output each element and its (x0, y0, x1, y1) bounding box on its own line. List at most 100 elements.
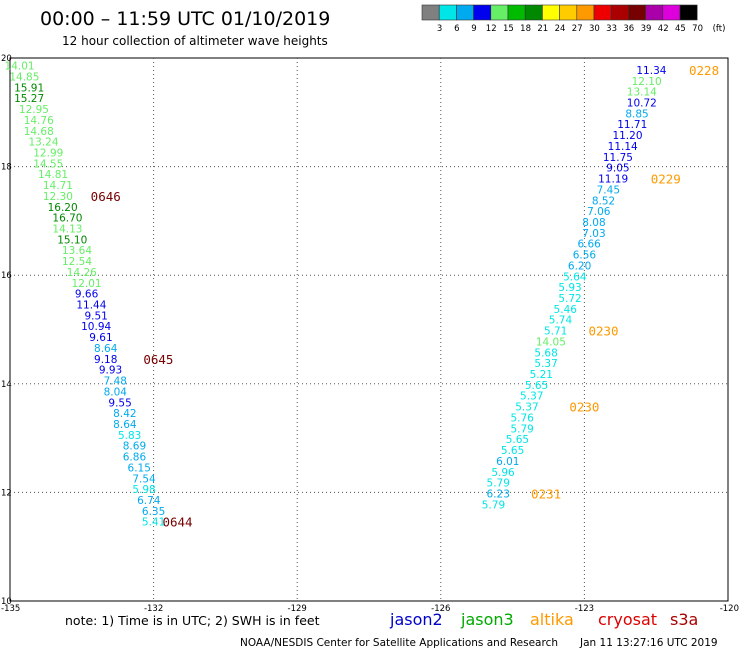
time-label: 0646 (91, 189, 121, 204)
swh-value: 6.35 (142, 506, 165, 518)
x-tick-label: -126 (431, 604, 450, 614)
swh-value: 15.27 (14, 93, 44, 105)
swh-value: 14.85 (9, 71, 39, 83)
y-tick-label: 20 (1, 54, 12, 64)
satellite-track: 14.0114.8515.9115.2712.9514.7614.6813.24… (5, 61, 193, 530)
swh-value: 8.64 (113, 419, 137, 431)
satellite-tracks: 14.0114.8515.9115.2712.9514.7614.6813.24… (5, 61, 720, 530)
legend-swatch (438, 4, 457, 21)
x-tick-label: -132 (144, 604, 163, 614)
satellite-name: jason2 (389, 610, 443, 629)
swh-value: 12.01 (72, 278, 102, 290)
swh-value: 10.94 (81, 321, 111, 333)
swh-value: 6.86 (123, 452, 147, 464)
time-label: 0230 (569, 400, 599, 415)
y-tick-labels: 10 12 14 16 18 20 (1, 54, 12, 607)
legend-unit: (ft) (713, 24, 726, 34)
swh-value: 11.44 (76, 300, 106, 312)
legend-swatch (490, 4, 509, 21)
swh-value: 16.70 (52, 213, 82, 225)
swh-value: 12.99 (33, 147, 63, 159)
swh-value: 6.20 (568, 260, 591, 272)
legend-label: 45 (675, 24, 686, 34)
swh-value: 10.72 (627, 98, 657, 110)
swh-value: 8.64 (94, 343, 118, 355)
legend-label: 33 (606, 24, 617, 34)
y-tick-label: 10 (1, 597, 12, 607)
swh-value: 11.34 (636, 65, 666, 77)
legend-swatch (610, 4, 629, 21)
swh-value: 14.55 (33, 158, 63, 170)
swh-value: 8.52 (592, 195, 615, 207)
legend-swatch (645, 4, 664, 21)
legend-swatch (662, 4, 681, 21)
swh-value: 12.30 (43, 191, 73, 203)
swh-value: 5.68 (534, 347, 557, 359)
swh-value: 9.66 (75, 289, 99, 301)
swh-value: 5.79 (487, 478, 510, 490)
legend-label: 42 (658, 24, 669, 34)
swh-value: 13.24 (28, 137, 58, 149)
time-label: 0229 (651, 172, 681, 187)
swh-value: 8.69 (123, 441, 146, 453)
swh-value: 7.48 (104, 376, 127, 388)
y-tick-label: 14 (1, 380, 12, 390)
legend-swatch (507, 4, 526, 21)
swh-value: 5.37 (515, 402, 538, 414)
legend-swatch (559, 4, 578, 21)
swh-value: 7.54 (132, 473, 156, 485)
swh-value: 14.76 (24, 115, 54, 127)
footer-note: note: 1) Time is in UTC; 2) SWH is in fe… (65, 613, 320, 628)
legend-label: 70 (692, 24, 703, 34)
swh-value: 9.51 (84, 310, 107, 322)
chart-title: 00:00 – 11:59 UTC 01/10/2019 (40, 8, 330, 30)
legend-label: 3 (437, 24, 442, 34)
legend-swatch (456, 4, 474, 21)
swh-value: 5.65 (506, 434, 529, 446)
swh-value: 11.14 (608, 141, 638, 153)
legend-swatch (473, 4, 492, 21)
swh-value: 5.37 (520, 391, 543, 403)
swh-value: 11.75 (603, 152, 633, 164)
y-tick-label: 12 (1, 488, 12, 498)
time-label: 0228 (689, 63, 719, 78)
time-label: 0231 (531, 486, 561, 501)
time-label: 0645 (143, 352, 173, 367)
swh-value: 5.83 (118, 430, 141, 442)
swh-value: 5.46 (554, 304, 578, 316)
time-label: 0644 (162, 515, 192, 530)
legend-label: 27 (572, 24, 583, 34)
plot-area: -135 -132 -129 -126 -123 -120 10 12 14 16 18 20 14… (1, 54, 739, 614)
legend-swatch (576, 4, 595, 21)
footer-timestamp: Jan 11 13:27:16 UTC 2019 (579, 637, 718, 649)
swh-value: 6.56 (573, 250, 597, 262)
swh-value: 15.91 (14, 82, 44, 94)
swh-value: 7.06 (587, 206, 611, 218)
swh-value: 5.41 (142, 517, 165, 529)
swh-value: 6.15 (128, 462, 151, 474)
swh-value: 14.68 (24, 126, 54, 138)
x-tick-label: -123 (575, 604, 594, 614)
swh-value: 12.54 (62, 256, 92, 268)
x-tick-label: -120 (720, 604, 739, 614)
satellite-track: 11.3412.1013.1410.728.8511.7111.2011.141… (482, 63, 719, 511)
swh-value: 8.42 (113, 408, 136, 420)
swh-value: 8.04 (104, 386, 128, 398)
legend-swatch (593, 4, 612, 21)
swh-value: 5.79 (510, 423, 533, 435)
swh-value: 14.26 (67, 267, 97, 279)
swh-value: 5.65 (501, 445, 524, 457)
swh-value: 5.71 (544, 326, 567, 338)
swh-value: 6.74 (137, 495, 161, 507)
satellite-name: cryosat (598, 610, 657, 629)
swh-value: 13.14 (627, 87, 657, 99)
swh-value: 14.71 (43, 180, 73, 192)
swh-value: 9.05 (606, 163, 629, 175)
x-tick-label: -129 (288, 604, 307, 614)
swh-value: 5.37 (534, 358, 557, 370)
swh-value: 5.96 (491, 467, 515, 479)
swh-value: 8.85 (625, 108, 648, 120)
x-tick-label: -135 (1, 604, 20, 614)
swh-value: 14.05 (536, 336, 566, 348)
